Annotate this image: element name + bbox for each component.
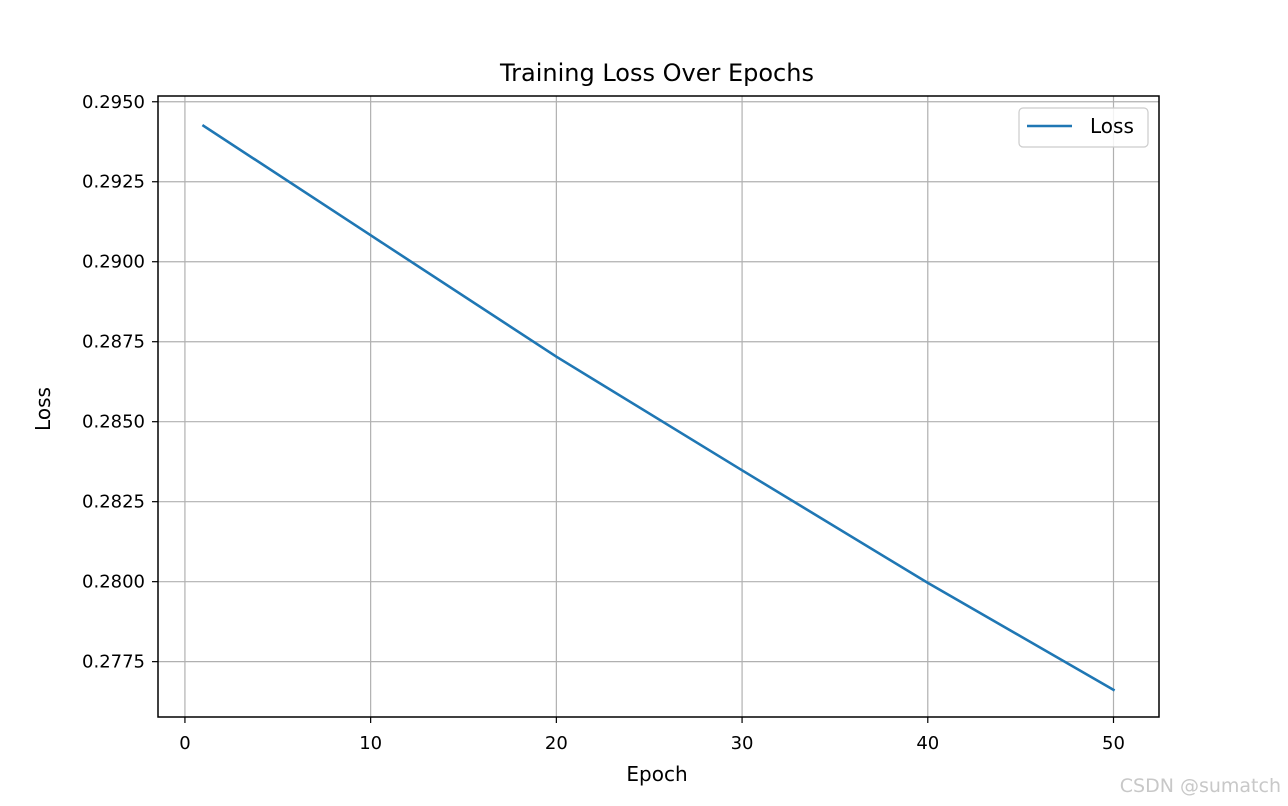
series-line-loss: [201, 124, 1116, 692]
y-tick-label: 0.2850: [82, 412, 145, 433]
x-tick-label: 50: [1102, 733, 1125, 754]
y-tick-label: 0.2900: [82, 252, 145, 273]
y-tick-label: 0.2875: [82, 332, 145, 353]
legend: Loss: [1018, 107, 1149, 148]
x-tick-label: 30: [731, 733, 754, 754]
plot-frame: [157, 95, 1160, 718]
y-tick-label: 0.2775: [82, 652, 145, 673]
legend-label-loss: Loss: [1090, 114, 1134, 138]
x-tick-label: 40: [916, 733, 939, 754]
y-tick-label: 0.2950: [82, 92, 145, 113]
y-axis: 0.2775 0.2800 0.2825 0.2850 0.2875 0.2900 0.29…: [82, 92, 158, 673]
x-tick-label: 10: [359, 733, 382, 754]
x-tick-label: 0: [179, 733, 190, 754]
x-axis-label: Epoch: [626, 762, 687, 786]
y-tick-label: 0.2825: [82, 492, 145, 513]
legend-box: [1018, 107, 1149, 148]
y-axis-label: Loss: [31, 387, 55, 431]
y-tick-label: 0.2800: [82, 572, 145, 593]
grid-lines: [158, 96, 1159, 717]
x-tick-label: 20: [545, 733, 568, 754]
chart-title: Training Loss Over Epochs: [499, 59, 814, 87]
series-layer: [201, 124, 1116, 692]
y-tick-label: 0.2925: [82, 172, 145, 193]
x-axis: 0 10 20 30 40 50: [179, 717, 1125, 754]
watermark-text: CSDN @sumatch: [1120, 775, 1281, 797]
